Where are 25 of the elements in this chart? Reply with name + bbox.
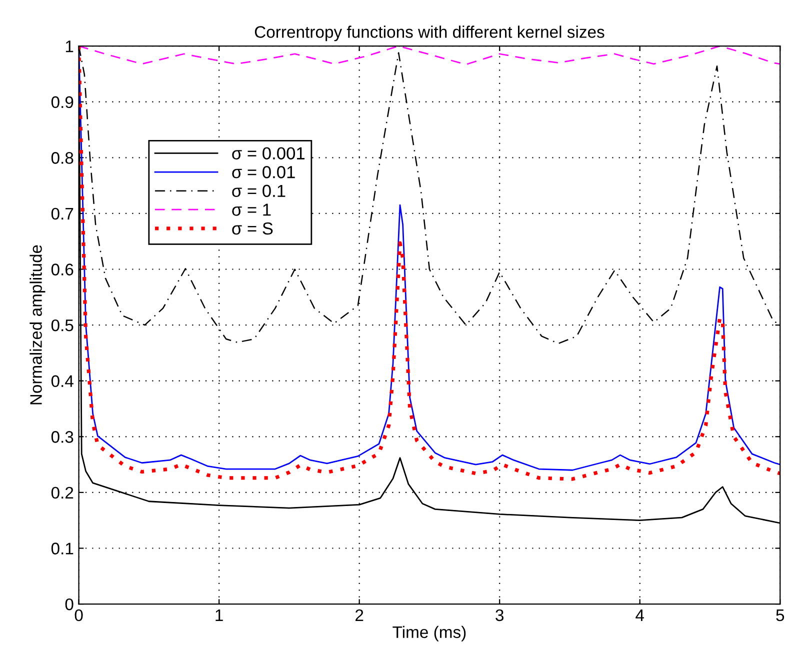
legend-label: σ = 0.001 [232, 147, 304, 160]
y-tick-label: 0.4 [51, 375, 74, 388]
x-tick-label: 5 [776, 610, 784, 622]
y-tick-label: 0.7 [51, 208, 74, 220]
x-tick-label: 0 [74, 609, 83, 622]
y-tick-label: 1 [66, 40, 74, 52]
y-tick-label: 0.2 [51, 486, 74, 499]
y-tick-label: 0.3 [51, 431, 74, 443]
legend-label: σ = 0.01 [232, 166, 295, 178]
x-tick-label: 2 [356, 609, 364, 621]
legend-label: σ = 1 [232, 204, 271, 216]
x-tick-label: 3 [496, 609, 504, 622]
legend-label: σ = 0.1 [232, 184, 286, 198]
x-axis-title: Time (ms) [392, 626, 466, 642]
y-axis-title: Normalized amplitude [30, 245, 46, 404]
y-tick-label: 0 [65, 598, 74, 610]
y-tick-label: 0.8 [51, 152, 74, 164]
chart-title: Correntropy functions with different kernel sizes [254, 26, 604, 42]
x-tick-label: 1 [216, 610, 223, 621]
y-tick-label: 0.6 [51, 264, 74, 276]
y-tick-label: 0.1 [51, 542, 74, 554]
legend-label: σ = S [232, 222, 273, 235]
y-tick-label: 0.5 [51, 319, 74, 332]
y-tick-label: 0.9 [51, 96, 74, 108]
x-tick-label: 4 [636, 610, 644, 621]
